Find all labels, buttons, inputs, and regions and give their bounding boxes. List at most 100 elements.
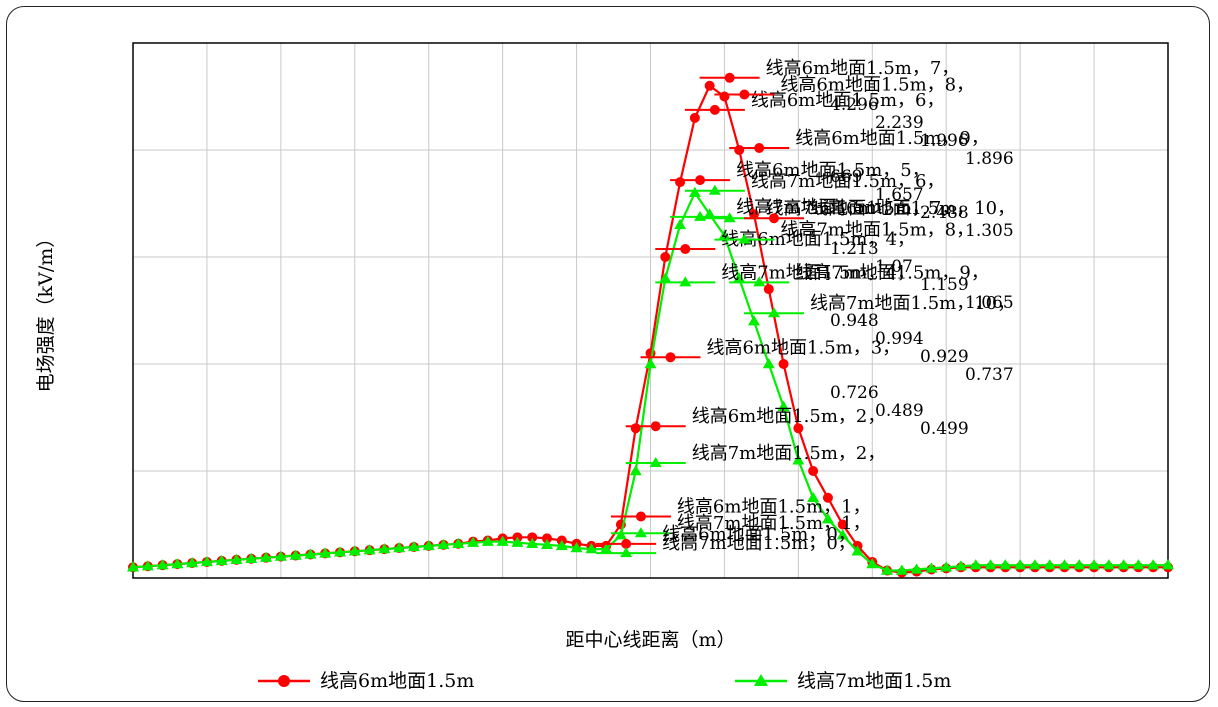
- data-point: [542, 533, 552, 544]
- value-label: 1.07: [875, 257, 913, 277]
- data-point: [555, 539, 568, 551]
- data-point: [1117, 559, 1130, 570]
- data-point: [895, 564, 908, 575]
- annotation-marker: [753, 276, 766, 287]
- data-point: [127, 561, 139, 572]
- data-point: [734, 145, 745, 155]
- data-point: [614, 529, 627, 540]
- data-point: [215, 554, 228, 566]
- annotation-marker: [769, 213, 779, 224]
- data-point: [407, 540, 420, 552]
- data-point: [821, 513, 834, 524]
- annotation-label: 线高7m地面1.5m，7，: [766, 198, 960, 219]
- data-point: [348, 545, 361, 556]
- annotation-label: 线高6m地面1.5m，9，: [795, 128, 989, 149]
- value-label: 0.726: [830, 383, 879, 403]
- data-point: [659, 272, 672, 283]
- value-label: 1.305: [965, 221, 1014, 241]
- data-point: [778, 359, 789, 369]
- annotation-label: 线高6m地面1.5m，6，: [751, 90, 945, 111]
- data-point: [1088, 559, 1101, 570]
- data-point: [541, 538, 553, 550]
- value-label: 1.996: [920, 131, 969, 151]
- annotation-label: 线高7m地面1.5m，9，: [795, 262, 989, 283]
- data-point: [749, 209, 759, 220]
- data-point: [570, 542, 583, 553]
- data-point: [719, 91, 730, 102]
- value-label: 0.499: [920, 419, 969, 439]
- annotation-marker: [635, 511, 646, 522]
- data-point: [452, 537, 465, 548]
- data-point: [837, 519, 848, 530]
- data-point: [777, 400, 790, 411]
- data-point: [363, 544, 376, 555]
- data-point: [675, 177, 686, 188]
- data-point: [703, 208, 716, 219]
- data-point: [688, 186, 701, 197]
- data-point: [585, 543, 598, 554]
- data-point: [1102, 559, 1115, 570]
- annotation-marker: [679, 276, 692, 287]
- data-point: [910, 563, 923, 574]
- data-point: [793, 423, 804, 434]
- data-point: [156, 559, 169, 570]
- annotation-marker: [649, 457, 662, 467]
- annotation-label: 线高6m地面1.5m，8，: [780, 75, 974, 96]
- value-label: 0.994: [875, 329, 924, 349]
- data-point: [763, 284, 774, 295]
- data-point: [1028, 559, 1041, 570]
- annotation-marker: [621, 538, 632, 549]
- annotation-label: 线高6m地面1.5m，1，: [677, 497, 871, 518]
- data-point: [644, 358, 657, 369]
- value-label: 0.737: [965, 365, 1014, 385]
- annotation-label: 线高7m地面1.5m，5，: [736, 197, 930, 218]
- annotation-label: 线高7m地面1.5m，8，: [780, 220, 974, 241]
- value-label: 1.065: [965, 293, 1014, 313]
- data-point: [230, 553, 243, 565]
- data-point: [422, 539, 435, 551]
- data-point: [881, 564, 894, 575]
- data-point: [378, 543, 391, 554]
- annotation-label: 线高6m地面1.5m，0，: [662, 524, 856, 545]
- data-point: [630, 423, 641, 434]
- data-point: [792, 454, 805, 465]
- data-point: [674, 218, 687, 230]
- legend-label: 线高7m地面1.5m: [797, 670, 951, 692]
- annotation-label: 线高6m地面1.5m，5，: [736, 160, 930, 181]
- data-point: [437, 538, 450, 550]
- value-label: 4.296: [830, 95, 879, 115]
- data-point: [969, 559, 982, 570]
- annotation-label: 线高6m地面1.5m，2，: [692, 406, 886, 427]
- data-point: [1014, 559, 1027, 570]
- legend-marker: [278, 675, 290, 687]
- data-point: [851, 545, 864, 556]
- data-point: [141, 560, 154, 571]
- data-point: [1132, 559, 1145, 570]
- value-label: 1.159: [920, 275, 969, 295]
- value-label: 0.929: [920, 347, 969, 367]
- data-point: [836, 529, 849, 540]
- legend-marker: [754, 674, 768, 686]
- annotation-label: 线高6m地面1.5m，4，: [721, 229, 915, 250]
- data-point: [955, 560, 967, 571]
- annotation-label: 线高7m地面1.5m，4，: [721, 262, 915, 283]
- value-label: 2.488: [920, 203, 969, 223]
- annotation-marker: [739, 89, 750, 100]
- data-point: [527, 532, 538, 543]
- value-label: 1.213: [830, 239, 879, 259]
- data-point: [171, 558, 184, 569]
- annotation-label: 线高6m地面1.5m，3，: [707, 337, 901, 358]
- data-point: [999, 559, 1012, 570]
- y-axis-label: 电场强度（kV/m）: [35, 229, 57, 393]
- annotation-marker: [695, 175, 706, 186]
- data-point: [660, 252, 671, 262]
- data-point: [186, 557, 199, 568]
- x-axis-label: 距中心线距离（m）: [565, 629, 735, 651]
- data-point: [1058, 559, 1071, 570]
- annotation-marker: [768, 307, 780, 318]
- data-point: [511, 536, 524, 547]
- data-point: [733, 272, 746, 283]
- data-point: [689, 112, 700, 123]
- annotation-label: 线高7m地面1.5m，0，: [662, 533, 856, 554]
